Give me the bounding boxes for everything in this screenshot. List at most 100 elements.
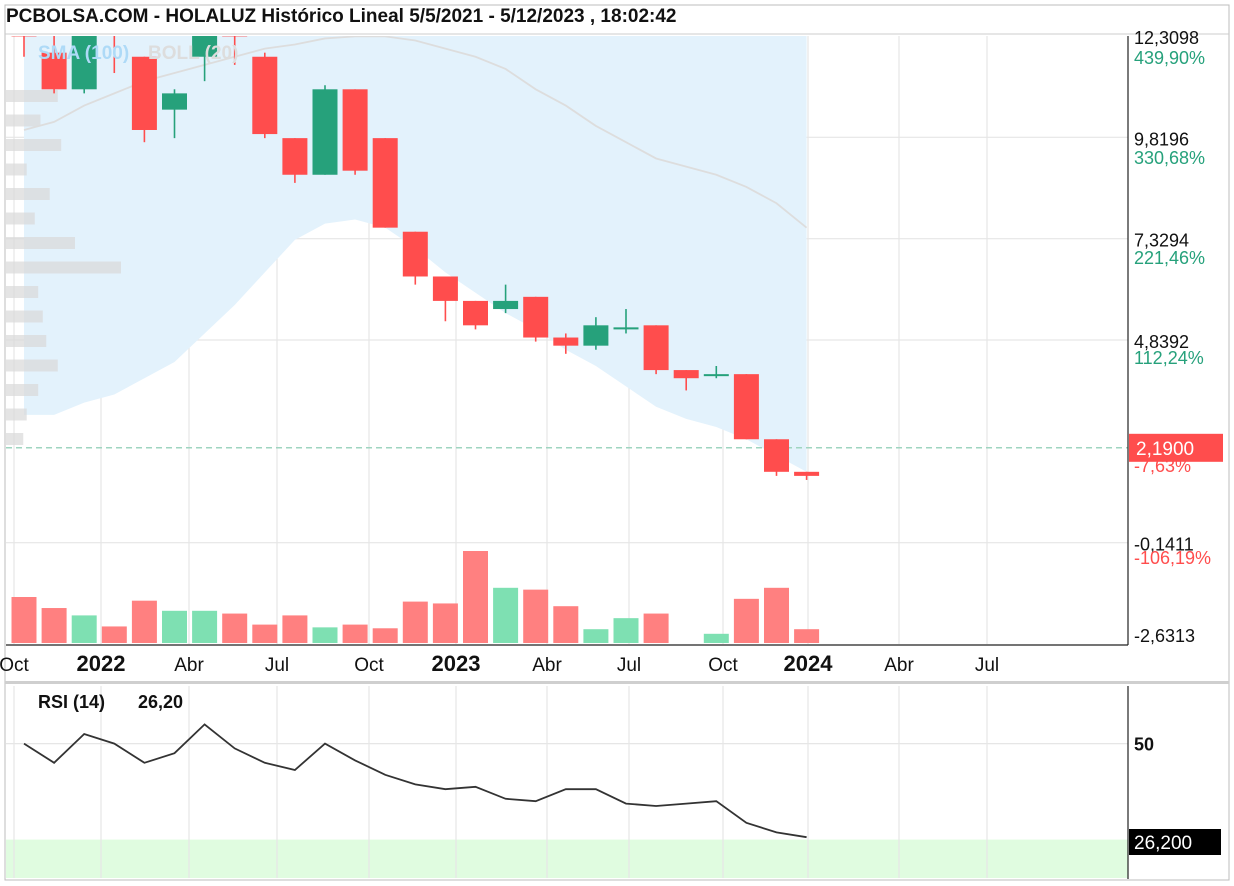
- candle-body: [192, 36, 218, 57]
- volume-bar: [222, 613, 248, 643]
- volume-profile-bar: [6, 335, 47, 347]
- price-axis-label: 9,8196: [1134, 129, 1189, 149]
- volume-bar: [764, 587, 789, 643]
- volume-bar: [643, 613, 669, 643]
- candle-body: [102, 8, 127, 32]
- rsi-axis: 503026,200: [1129, 735, 1221, 855]
- volume-bar: [583, 629, 609, 643]
- volume-profile-bar: [6, 433, 24, 445]
- volume-bar: [11, 597, 37, 643]
- volume-bar: [523, 589, 549, 643]
- volume-profile-bar: [6, 139, 62, 151]
- time-axis-label: 2023: [432, 651, 481, 676]
- last-price-badge-text: 2,1900: [1136, 439, 1194, 460]
- volume-profile-bar: [6, 359, 58, 372]
- percent-axis-label: 330,68%: [1134, 148, 1205, 168]
- candle-body: [613, 327, 639, 330]
- volume-bars: [11, 551, 820, 643]
- price-axis: 12,3098 9,8196 7,3294 4,8392 -0,1411 -2,6313 4…: [1129, 28, 1223, 646]
- price-axis-label: -0,1411: [1134, 535, 1194, 555]
- legend-sma: SMA (100): [38, 43, 129, 64]
- volume-bar: [131, 600, 157, 643]
- price-axis-label: 4,8392: [1134, 332, 1189, 352]
- candle-body: [162, 93, 187, 110]
- price-axis-label: 12,3098: [1134, 28, 1199, 48]
- volume-profile-bar: [6, 384, 39, 396]
- candle-body: [222, 36, 248, 37]
- time-axis-label: 2022: [77, 651, 126, 676]
- volume-profile-bar: [6, 90, 58, 102]
- candle-body: [71, 36, 97, 90]
- volume-bar: [342, 624, 368, 643]
- percent-axis-label: 112,24%: [1134, 348, 1204, 368]
- rsi-label: RSI (14): [38, 692, 105, 712]
- candle-body: [372, 138, 398, 228]
- time-axis-label: Abr: [532, 655, 562, 676]
- outer-border: [4, 4, 1230, 881]
- volume-bar: [613, 618, 639, 643]
- candle-body: [703, 374, 729, 377]
- candle-body: [402, 231, 428, 277]
- volume-profile-bar: [6, 212, 35, 225]
- rsi-axis-label-50: 50: [1134, 735, 1154, 755]
- candle-body: [794, 471, 820, 476]
- candle-body: [11, 36, 37, 37]
- volume-bar: [703, 633, 729, 643]
- volume-profile-bar: [6, 237, 75, 249]
- legend-boll: BOLL (20): [148, 43, 238, 64]
- volume-bar: [41, 608, 67, 643]
- oversold-zone-area: [6, 839, 1128, 878]
- volume-bar: [192, 610, 218, 643]
- volume-bar: [162, 610, 187, 643]
- volume-bar: [463, 551, 488, 643]
- time-axis-label: Jul: [975, 655, 999, 676]
- page-title: PCBOLSA.COM - HOLALUZ Histórico Lineal 5…: [6, 6, 677, 27]
- rsi-badge-text: 26,200: [1134, 833, 1192, 854]
- volume-bar: [733, 598, 759, 643]
- volume-profile-bar: [6, 261, 121, 274]
- volume-profile-bar: [6, 163, 27, 176]
- volume-profile: [6, 90, 121, 445]
- time-axis-label: Oct: [354, 655, 384, 676]
- candle-body: [733, 374, 759, 440]
- panel-separator: [5, 681, 1229, 684]
- rsi-line: [23, 723, 807, 839]
- candlesticks: [11, 8, 820, 480]
- time-axis-label: 2024: [784, 651, 834, 676]
- candle-body: [493, 300, 519, 310]
- candle-body: [342, 89, 368, 171]
- rsi-oversold-zone: [6, 839, 1128, 878]
- volume-profile-bar: [6, 114, 41, 127]
- candle-body: [583, 325, 609, 346]
- rsi-badge: [1129, 829, 1221, 855]
- candle-body: [282, 138, 308, 175]
- candle-body: [463, 300, 488, 326]
- volume-bar: [794, 629, 820, 643]
- candle-body: [131, 56, 157, 130]
- volume-bar: [372, 628, 398, 643]
- percent-axis-label: 439,90%: [1134, 48, 1205, 68]
- candle-body: [523, 296, 549, 338]
- percent-axis-label: 221,46%: [1134, 248, 1205, 268]
- volume-bar: [493, 587, 519, 643]
- time-axis-label: Jul: [617, 655, 641, 676]
- candle-body: [432, 276, 458, 301]
- volume-bar: [402, 601, 428, 643]
- candle-body: [41, 52, 67, 90]
- time-axis-label: Oct: [708, 655, 738, 676]
- volume-bar: [312, 627, 338, 643]
- volume-bar: [553, 606, 579, 643]
- candle-body: [553, 337, 579, 346]
- time-axis-label: Oct: [0, 655, 29, 676]
- percent-axis-label: -106,19%: [1134, 548, 1211, 568]
- rsi-grid: [6, 686, 1128, 878]
- candle-body: [673, 370, 699, 379]
- price-axis-label: -2,6313: [1134, 626, 1195, 646]
- volume-bar: [71, 615, 97, 643]
- bollinger-band: [24, 36, 807, 472]
- rsi-value-label: 26,20: [138, 692, 183, 712]
- candle-body: [764, 439, 789, 472]
- candle-body: [252, 56, 278, 135]
- time-axis: Oct 2022 Abr Jul Oct 2023 Abr Jul Oct 2024 Abr Jul: [0, 651, 999, 676]
